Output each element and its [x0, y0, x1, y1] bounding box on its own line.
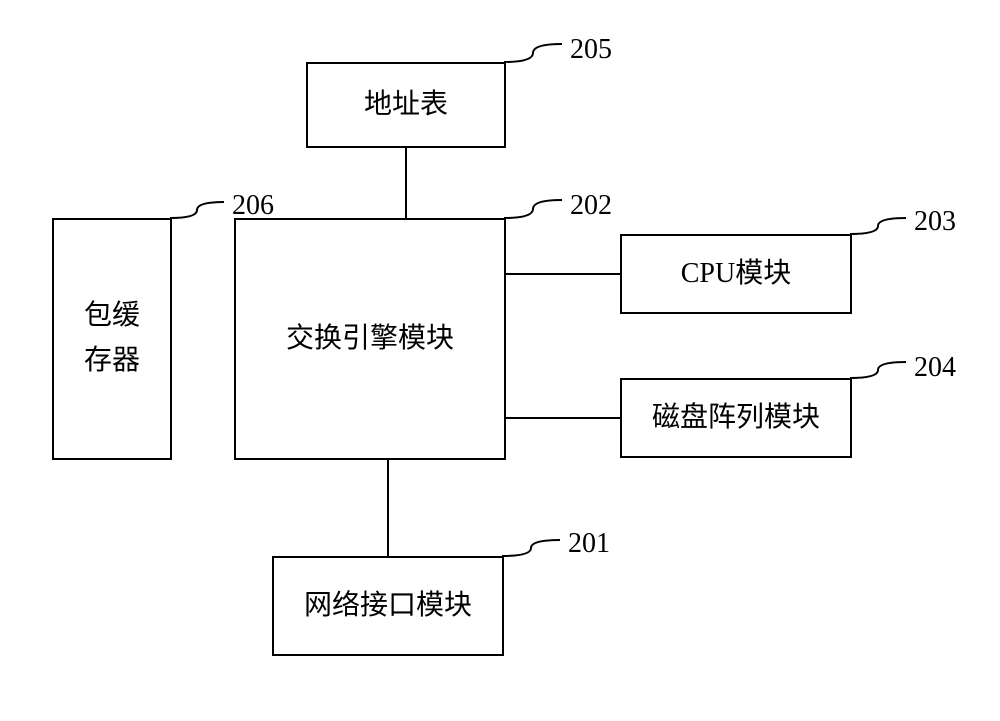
ref-pkt_buffer: 206: [232, 192, 274, 220]
diagram-stage: 地址表 205 交换引擎模块 202 CPU模块 203 磁盘阵列模块 204 网络接口模块 20…: [0, 0, 1000, 721]
node-switch_engine: 交换引擎模块: [234, 218, 506, 460]
ref-disk_array: 204: [914, 354, 956, 382]
ref-switch_engine: 202: [570, 192, 612, 220]
node-address_table-label: 地址表: [364, 88, 448, 122]
node-pkt_buffer: 包缓存器: [52, 218, 172, 460]
node-cpu_module: CPU模块: [620, 234, 852, 314]
node-net_intf: 网络接口模块: [272, 556, 504, 656]
ref-address_table: 205: [570, 36, 612, 64]
node-cpu_module-label: CPU模块: [681, 257, 791, 291]
node-switch_engine-label: 交换引擎模块: [286, 322, 454, 356]
node-net_intf-label: 网络接口模块: [304, 589, 472, 623]
ref-net_intf: 201: [568, 530, 610, 558]
node-pkt_buffer-label: 包缓存器: [81, 294, 143, 384]
ref-cpu_module: 203: [914, 208, 956, 236]
node-disk_array-label: 磁盘阵列模块: [652, 401, 820, 435]
node-address_table: 地址表: [306, 62, 506, 148]
node-disk_array: 磁盘阵列模块: [620, 378, 852, 458]
